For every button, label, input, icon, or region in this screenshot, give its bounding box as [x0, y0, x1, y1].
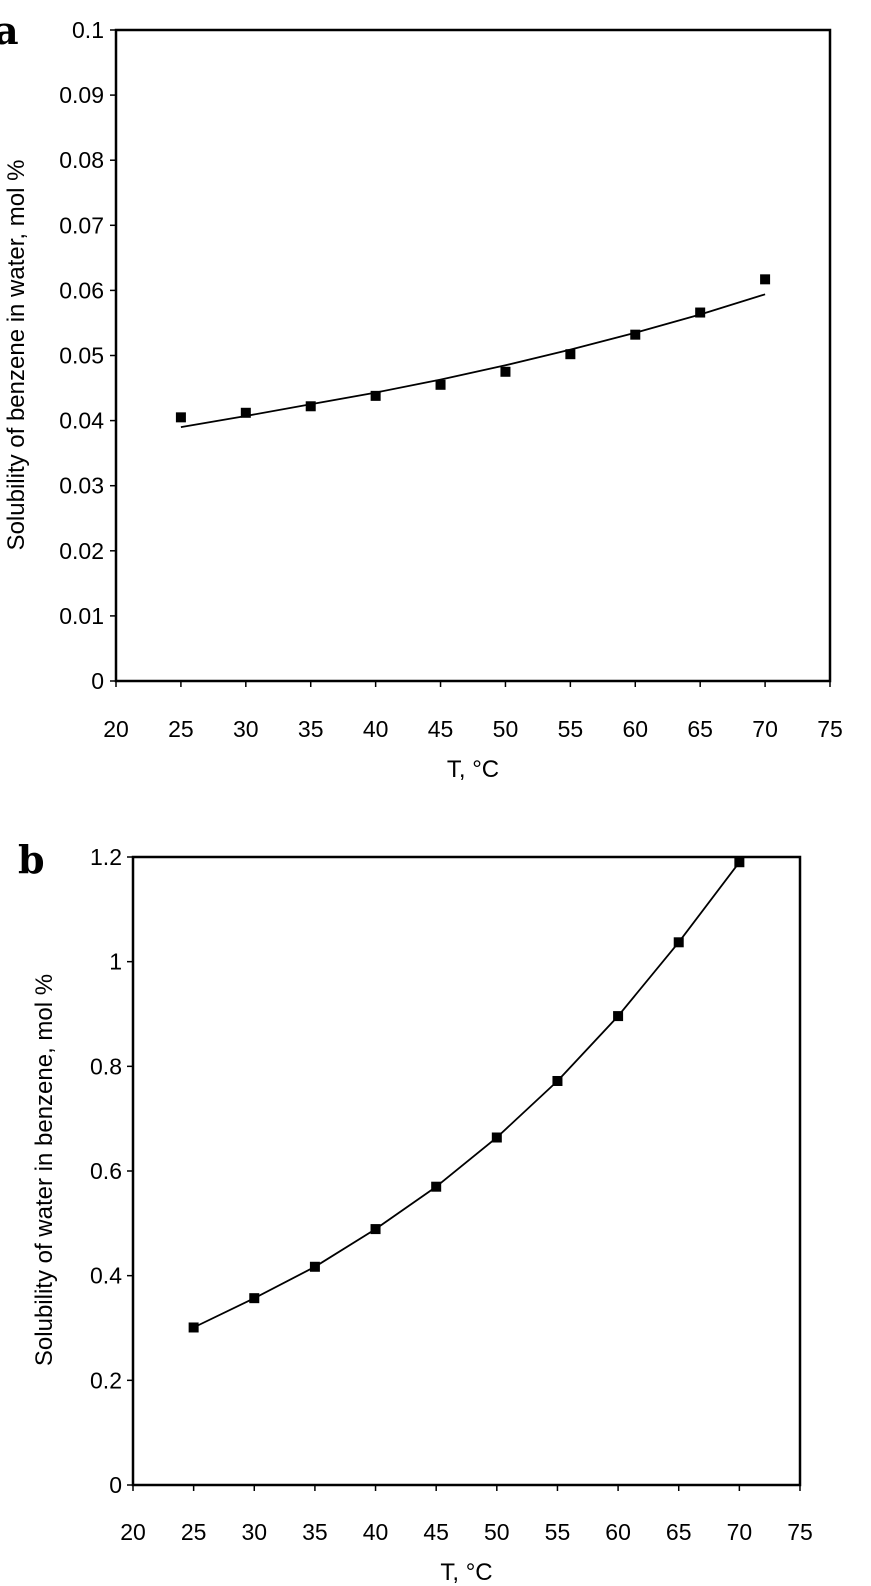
x-tick-label-b-10: 70: [727, 1519, 753, 1545]
y-tick-label-a-8: 0.08: [59, 147, 104, 173]
data-point-b-2: [309, 1261, 320, 1272]
x-tick-label-b-3: 35: [302, 1519, 328, 1545]
x-tick-label-a-7: 55: [558, 716, 584, 742]
x-tick-label-a-2: 30: [233, 716, 259, 742]
x-tick-label-b-1: 25: [181, 1519, 207, 1545]
x-tick-label-a-1: 25: [168, 716, 194, 742]
data-point-b-4: [431, 1181, 442, 1192]
x-tick-label-a-0: 20: [103, 716, 129, 742]
x-tick-label-a-10: 70: [752, 716, 778, 742]
y-tick-label-a-7: 0.07: [59, 212, 104, 238]
y-axis-label-b: Solubility of water in benzene, mol %: [31, 974, 58, 1366]
x-tick-label-b-0: 20: [120, 1519, 146, 1545]
y-tick-label-a-4: 0.04: [59, 408, 104, 434]
plot-frame-a: [114, 28, 832, 683]
x-tick-label-b-7: 55: [545, 1519, 571, 1545]
data-point-a-2: [305, 401, 316, 412]
data-point-a-4: [435, 379, 446, 390]
y-tick-label-b-3: 0.6: [90, 1158, 122, 1184]
x-tick-label-b-9: 65: [666, 1519, 692, 1545]
x-tick-label-a-5: 45: [428, 716, 454, 742]
data-point-a-1: [240, 407, 251, 418]
y-tick-label-a-2: 0.02: [59, 538, 104, 564]
y-tick-label-a-5: 0.05: [59, 343, 104, 369]
y-tick-label-a-9: 0.09: [59, 82, 104, 108]
y-axis-label-a: Solubility of benzene in water, mol %: [3, 160, 30, 551]
data-point-a-0: [175, 412, 186, 423]
x-tick-label-b-8: 60: [605, 1519, 631, 1545]
fit-line-b: [193, 861, 741, 1329]
x-tick-label-a-6: 50: [493, 716, 519, 742]
data-point-b-6: [552, 1075, 563, 1086]
data-point-a-8: [695, 307, 706, 318]
data-point-a-6: [565, 349, 576, 360]
y-tick-label-b-2: 0.4: [90, 1263, 122, 1289]
y-tick-label-a-0: 0: [91, 668, 104, 694]
y-tick-label-a-3: 0.03: [59, 473, 104, 499]
data-point-b-3: [370, 1224, 381, 1235]
y-tick-label-b-4: 0.8: [90, 1053, 122, 1079]
data-point-a-3: [370, 390, 381, 401]
y-tick-label-a-1: 0.01: [59, 603, 104, 629]
x-tick-label-b-11: 75: [787, 1519, 813, 1545]
x-tick-label-a-4: 40: [363, 716, 389, 742]
x-axis-label-b: T, °C: [440, 1559, 492, 1586]
y-tick-label-a-10: 0.1: [72, 17, 104, 43]
fit-line-a: [180, 293, 766, 428]
data-point-b-1: [249, 1293, 260, 1304]
x-tick-label-a-8: 60: [622, 716, 648, 742]
y-tick-label-b-0: 0: [109, 1472, 122, 1498]
data-point-b-8: [673, 937, 684, 948]
x-tick-label-a-9: 65: [687, 716, 713, 742]
data-point-a-9: [760, 274, 771, 285]
x-tick-label-b-2: 30: [241, 1519, 267, 1545]
y-tick-label-b-6: 1.2: [90, 844, 122, 870]
panel-a-label: a: [0, 8, 19, 53]
data-point-b-5: [491, 1132, 502, 1143]
x-tick-label-a-11: 75: [817, 716, 843, 742]
data-point-a-5: [500, 366, 511, 377]
x-tick-label-b-4: 40: [363, 1519, 389, 1545]
x-tick-label-a-3: 35: [298, 716, 324, 742]
data-point-b-7: [613, 1011, 624, 1022]
x-axis-label-a: T, °C: [447, 756, 499, 783]
panel-b-label: b: [18, 837, 45, 882]
y-tick-label-a-6: 0.06: [59, 277, 104, 303]
plot-frame-b: [131, 855, 802, 1487]
x-tick-label-b-6: 50: [484, 1519, 510, 1545]
y-tick-label-b-1: 0.2: [90, 1367, 122, 1393]
data-point-b-0: [188, 1322, 199, 1333]
x-tick-label-b-5: 45: [423, 1519, 449, 1545]
data-point-a-7: [630, 329, 641, 340]
panel-a-chart: 0 0.01 0.02 0.03 0.04 0.05 0.06 0.07 0.08 0.09 0.1…: [3, 17, 843, 783]
y-tick-label-b-5: 1: [109, 949, 122, 975]
data-point-b-9: [734, 857, 745, 868]
panel-b-chart: 0 0.2 0.4 0.6 0.8 1 1.2 20 25 30 35 40 45 50 55 60 65 70 7…: [31, 844, 813, 1586]
